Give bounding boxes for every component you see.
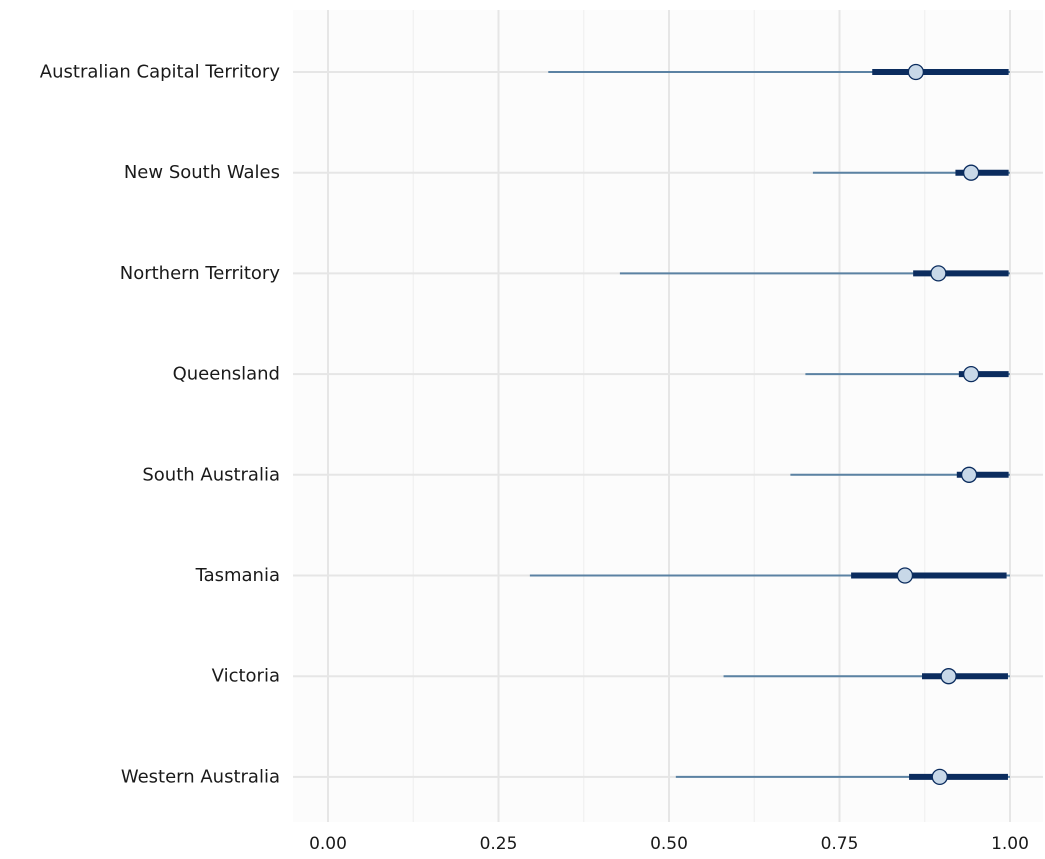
point-estimate bbox=[962, 164, 980, 181]
x-tick-label: 0.00 bbox=[309, 834, 347, 854]
point-estimate bbox=[907, 63, 925, 81]
category-label: Australian Capital Territory bbox=[40, 62, 281, 83]
point-estimate bbox=[960, 466, 978, 483]
point-estimate bbox=[896, 567, 914, 584]
x-axis-labels: 0.00 0.25 0.50 0.75 1.00 bbox=[309, 834, 1029, 854]
category-label: Western Australia bbox=[121, 766, 280, 787]
category-label: Tasmania bbox=[195, 565, 280, 586]
point-estimate bbox=[931, 768, 948, 786]
category-label: South Australia bbox=[142, 464, 280, 485]
point-estimate bbox=[940, 668, 957, 685]
point-estimate bbox=[962, 365, 980, 383]
interval-marks bbox=[529, 63, 1010, 786]
x-tick-label: 1.00 bbox=[991, 834, 1029, 854]
category-label: Victoria bbox=[212, 666, 280, 687]
category-label: New South Wales bbox=[124, 162, 280, 183]
y-axis-labels: Australian Capital Territory New South Wa… bbox=[40, 62, 281, 788]
category-label: Queensland bbox=[173, 364, 280, 385]
x-tick-label: 0.25 bbox=[480, 834, 518, 854]
x-tick-label: 0.75 bbox=[821, 834, 859, 854]
point-estimate bbox=[930, 265, 947, 282]
x-tick-label: 0.50 bbox=[650, 834, 688, 854]
category-label: Northern Territory bbox=[120, 263, 281, 284]
